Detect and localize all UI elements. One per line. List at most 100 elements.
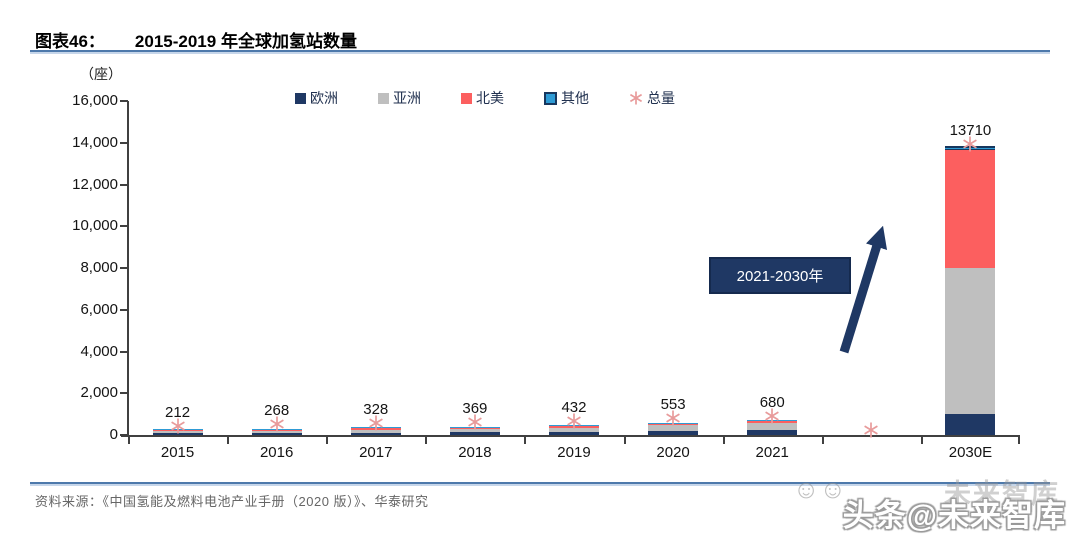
watermark: ☺☺ 未来智库 头条@未来智库 bbox=[746, 472, 1066, 542]
x-axis-tick-label: 2021 bbox=[755, 444, 789, 461]
bar-segment bbox=[648, 425, 699, 432]
bar-slot-2018: 369 bbox=[425, 101, 524, 435]
x-axis-tick bbox=[623, 437, 626, 444]
bar-segment bbox=[945, 268, 996, 415]
data-label: 268 bbox=[264, 402, 290, 420]
y-axis-tick-label: 16,000 bbox=[72, 92, 118, 109]
bar-segment bbox=[945, 150, 996, 268]
legend-item: 其他 bbox=[544, 88, 589, 108]
watermark-text: 头条@未来智库 bbox=[842, 498, 1066, 533]
annotation-callout: 2021-2030年 bbox=[709, 257, 851, 294]
x-axis-tick bbox=[1018, 437, 1020, 444]
bar-slot-2019: 432 bbox=[524, 101, 623, 435]
figure-title: 图表46： 2015-2019 年全球加氢站数量 bbox=[35, 27, 357, 52]
source-note: 资料来源：《中国氢能及燃料电池产业手册（2020 版）》、华泰研究 bbox=[35, 494, 429, 509]
y-axis-unit-label: （座） bbox=[80, 66, 122, 82]
total-marker-icon bbox=[170, 418, 186, 439]
legend-swatch bbox=[461, 92, 472, 104]
bar-segment bbox=[350, 429, 401, 433]
legend-item: 欧洲 bbox=[295, 88, 338, 108]
legend-item: 北美 bbox=[461, 88, 504, 108]
y-axis-tick bbox=[120, 350, 128, 353]
data-label: 432 bbox=[561, 398, 587, 416]
data-label: 13710 bbox=[949, 121, 992, 139]
x-axis-tick-label: 2018 bbox=[458, 444, 492, 461]
y-axis-tick-label: 4,000 bbox=[80, 342, 118, 360]
y-axis-tick bbox=[120, 434, 128, 436]
figure-title-text: 2015-2019 年全球加氢站数量 bbox=[134, 32, 357, 51]
total-marker-icon bbox=[269, 416, 285, 437]
legend-label: 欧洲 bbox=[310, 90, 338, 106]
x-axis-tick bbox=[128, 437, 130, 444]
x-axis-tick bbox=[920, 437, 923, 444]
bar-segment bbox=[747, 430, 798, 435]
x-axis-tick bbox=[524, 437, 527, 444]
legend-label: 其他 bbox=[561, 90, 589, 106]
legend-swatch bbox=[295, 92, 306, 104]
y-axis-labels: 0 2,000 4,000 6,000 8,000 10,000 12,000 14,000 1… bbox=[28, 92, 118, 443]
legend: 欧洲 亚洲 北美 其他 总量 bbox=[295, 88, 675, 108]
legend-label: 北美 bbox=[476, 90, 504, 106]
total-marker-icon bbox=[566, 413, 582, 434]
y-axis-tick-label: 8,000 bbox=[80, 259, 118, 276]
x-axis bbox=[121, 435, 1020, 437]
y-axis-tick bbox=[120, 267, 128, 269]
plot-area: 212 268 328 369 432 553 680 13710 bbox=[120, 100, 1020, 444]
x-axis-tick-label: 2017 bbox=[359, 444, 393, 461]
y-axis-tick-label: 6,000 bbox=[80, 300, 118, 318]
y-axis-tick bbox=[120, 308, 128, 311]
data-label: 680 bbox=[759, 393, 785, 411]
total-marker-icon bbox=[863, 422, 879, 443]
x-axis-labels: 2015 2016 2017 2018 2019 2020 2021 2030E bbox=[128, 444, 1020, 464]
bar-segment bbox=[350, 432, 401, 435]
data-label: 369 bbox=[462, 400, 488, 418]
x-axis-tick-label: 2019 bbox=[557, 444, 591, 461]
bar-slot-2021: 680 bbox=[723, 101, 822, 435]
figure-number: 图表46： bbox=[35, 32, 105, 51]
bar-segment bbox=[449, 432, 500, 435]
y-axis-tick bbox=[120, 225, 128, 228]
bar-segment bbox=[251, 433, 302, 435]
legend-item: 总量 bbox=[629, 88, 675, 108]
footer-divider bbox=[30, 482, 1050, 484]
legend-item: 亚洲 bbox=[378, 88, 421, 108]
legend-label: 亚洲 bbox=[393, 90, 421, 106]
bar-slot-2015: 212 bbox=[128, 101, 227, 435]
stacked-bar bbox=[945, 145, 996, 435]
legend-swatch bbox=[544, 91, 557, 105]
total-marker-icon bbox=[467, 414, 483, 435]
annotation-text: 2021-2030年 bbox=[736, 268, 824, 285]
bar-slot-2016: 268 bbox=[227, 101, 326, 435]
trend-arrow-icon bbox=[839, 226, 888, 354]
total-marker-icon bbox=[368, 415, 384, 436]
x-axis-tick bbox=[821, 437, 824, 444]
legend-label: 总量 bbox=[647, 90, 675, 106]
bar-segment bbox=[945, 414, 996, 435]
legend-swatch bbox=[378, 92, 389, 104]
bar-segment bbox=[648, 431, 699, 435]
x-axis-tick bbox=[722, 437, 725, 444]
y-axis-tick bbox=[120, 100, 128, 102]
x-axis-tick-label: 2015 bbox=[160, 444, 195, 461]
y-axis-tick-label: 12,000 bbox=[72, 175, 118, 193]
total-marker-icon bbox=[665, 410, 681, 431]
bar-slot-2020: 553 bbox=[624, 101, 723, 435]
bar-segment bbox=[747, 422, 798, 431]
data-label: 212 bbox=[165, 403, 191, 421]
watermark-ghost-text: 未来智库 bbox=[944, 479, 1060, 509]
bar-slot-blank bbox=[822, 101, 921, 438]
bar-slot-2017: 328 bbox=[326, 101, 425, 435]
y-axis-tick bbox=[120, 141, 128, 144]
total-marker-icon bbox=[962, 136, 978, 157]
bar-segment bbox=[548, 427, 599, 432]
bar-segment bbox=[449, 428, 500, 433]
bar-segment bbox=[152, 433, 203, 435]
x-axis-tick-label: 2020 bbox=[656, 444, 690, 461]
y-axis-tick-label: 2,000 bbox=[80, 384, 118, 402]
title-divider bbox=[30, 50, 1050, 52]
x-axis-tick-label: 2030E bbox=[948, 444, 993, 461]
x-axis-tick bbox=[326, 437, 329, 444]
y-axis-tick bbox=[120, 392, 128, 395]
y-axis bbox=[127, 101, 129, 437]
